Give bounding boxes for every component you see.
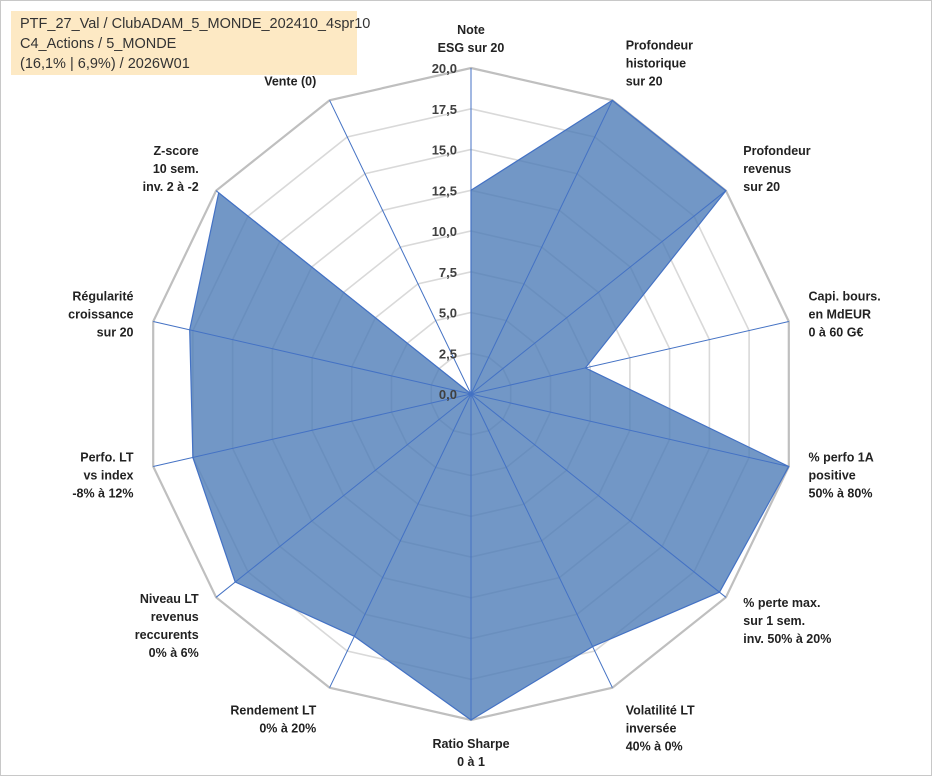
axis-label: Volatilité LT inversée 40% à 0% — [626, 704, 695, 754]
axis-label-line: reccurents — [135, 628, 199, 642]
axis-label-line: 40% à 0% — [626, 740, 683, 754]
tick-label: 5,0 — [439, 306, 457, 321]
axis-label-line: 0 à 1 — [457, 755, 485, 769]
tick-label: 15,0 — [432, 143, 457, 158]
axis-label-line: vs index — [83, 469, 133, 483]
axis-label-line: inversée — [626, 722, 677, 736]
tick-label: 2,5 — [439, 346, 457, 361]
axis-spoke — [470, 321, 789, 395]
axis-label-line: revenus — [151, 610, 199, 624]
axis-label-line: Rendement LT — [230, 704, 316, 718]
info-line-1: PTF_27_Val / ClubADAM_5_MONDE_202410_4sp… — [20, 16, 371, 32]
axis-label-line: sur 20 — [626, 75, 663, 89]
axis-label-line: sur 20 — [97, 325, 134, 339]
axis-label-line: % perte max. — [743, 596, 820, 610]
axis-label-line: inv. 50% à 20% — [743, 632, 831, 646]
axis-spoke — [153, 393, 472, 467]
axis-label-line: croissance — [68, 307, 133, 321]
info-box: PTF_27_Val / ClubADAM_5_MONDE_202410_4sp… — [11, 11, 371, 75]
axis-label: % perfo 1A positive 50% à 80% — [809, 451, 874, 501]
axis-spoke — [329, 100, 472, 395]
axis-label: Profondeur historique sur 20 — [626, 39, 693, 89]
tick-label: 7,5 — [439, 265, 457, 280]
axis-label-line: en MdEUR — [809, 307, 872, 321]
axis-spoke — [215, 190, 472, 395]
axis-label-line: Niveau LT — [140, 592, 199, 606]
axis-label-line: Profondeur — [743, 144, 810, 158]
axis-label: % perte max. sur 1 sem. inv. 50% à 20% — [743, 596, 831, 646]
axis-label: Profondeur revenus sur 20 — [743, 144, 810, 194]
axis-label-line: -8% à 12% — [72, 487, 133, 501]
tick-label: 17,5 — [432, 102, 457, 117]
axis-label-line: inv. 2 à -2 — [143, 180, 199, 194]
axis-label-line: Vente (0) — [264, 75, 316, 89]
axis-label-line: positive — [809, 469, 856, 483]
axis-spoke — [470, 393, 613, 688]
axis-label-line: Perfo. LT — [80, 451, 134, 465]
axis-spoke — [470, 100, 613, 395]
axis-label: Régularité croissance sur 20 — [68, 289, 133, 339]
axis-label-line: 0 à 60 G€ — [809, 325, 864, 339]
axis-label-line: Z-score — [154, 144, 199, 158]
data-series-area — [189, 99, 790, 721]
axis-spoke — [153, 321, 472, 395]
axis-spoke — [470, 190, 727, 395]
axis-label-line: ESG sur 20 — [438, 41, 505, 55]
axis-label-line: revenus — [743, 162, 791, 176]
axis-label: Rendement LT 0% à 20% — [230, 704, 316, 736]
axis-spoke — [470, 393, 789, 467]
axis-spoke — [215, 393, 472, 598]
tick-label: 0,0 — [439, 387, 457, 402]
axis-label-line: sur 1 sem. — [743, 614, 805, 628]
axis-label: Z-score 10 sem. inv. 2 à -2 — [143, 144, 199, 194]
axis-label-line: 10 sem. — [153, 162, 199, 176]
axis-label-line: 0% à 20% — [259, 722, 316, 736]
axis-label: Niveau LT revenus reccurents 0% à 6% — [135, 592, 199, 660]
axis-label-line: Profondeur — [626, 39, 693, 53]
axis-label-line: sur 20 — [743, 180, 780, 194]
tick-label: 10,0 — [432, 224, 457, 239]
info-line-3: (16,1% | 6,9%) / 2026W01 — [20, 56, 190, 72]
axis-label: Ratio Sharpe 0 à 1 — [432, 737, 509, 769]
axis-label-line: Volatilité LT — [626, 704, 695, 718]
axis-spoke — [329, 393, 472, 688]
axis-label-line: historique — [626, 57, 686, 71]
axis-label: Capi. bours. en MdEUR 0 à 60 G€ — [809, 289, 881, 339]
axis-label: Note ESG sur 20 — [438, 23, 505, 55]
axis-label-line: 0% à 6% — [149, 646, 199, 660]
axis-label: Perfo. LT vs index -8% à 12% — [72, 451, 134, 501]
axis-label-line: 50% à 80% — [809, 487, 873, 501]
tick-label: 12,5 — [432, 183, 457, 198]
axis-label-line: Régularité — [72, 289, 133, 303]
info-line-2: C4_Actions / 5_MONDE — [20, 36, 177, 52]
tick-label: 20,0 — [432, 61, 457, 76]
axis-spoke — [470, 393, 727, 598]
axis-label-line: Ratio Sharpe — [432, 737, 509, 751]
axis-label-line: Note — [457, 23, 485, 37]
axis-label-line: Capi. bours. — [809, 289, 881, 303]
axis-label-line: % perfo 1A — [809, 451, 874, 465]
